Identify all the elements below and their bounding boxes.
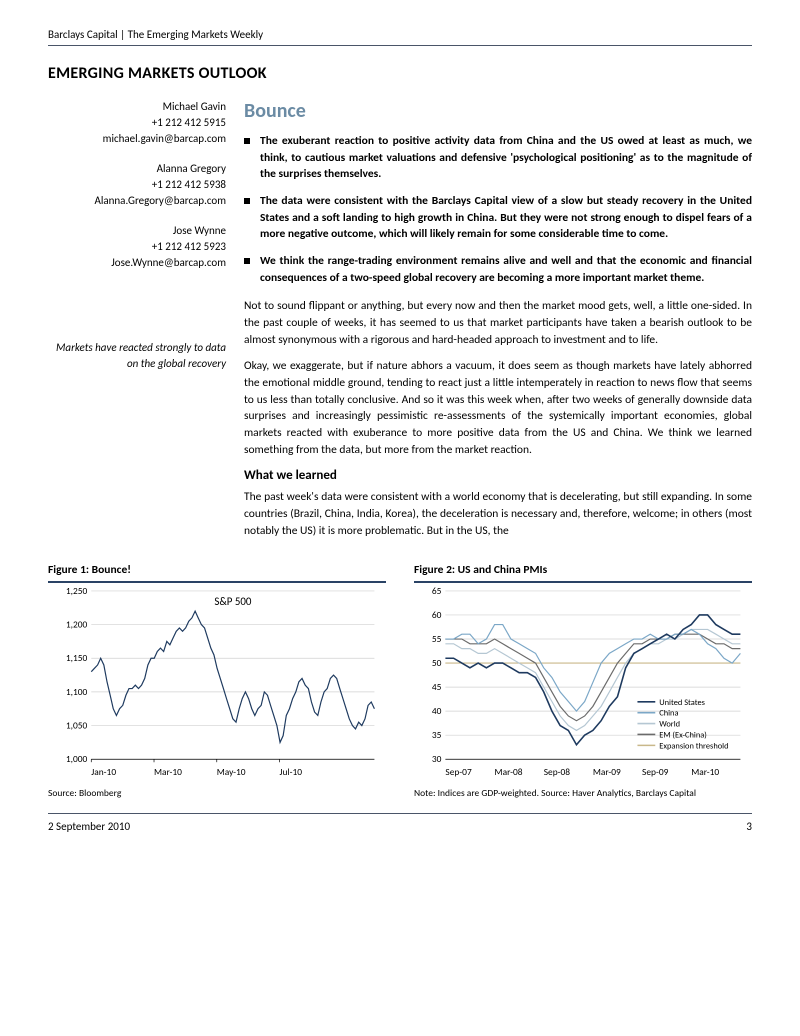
svg-text:40: 40 xyxy=(432,706,442,718)
figure-title: Figure 1: Bounce! xyxy=(48,563,386,577)
svg-text:55: 55 xyxy=(432,633,442,645)
svg-text:Sep-08: Sep-08 xyxy=(544,766,571,778)
sidebar: Michael Gavin+1 212 412 5915michael.gavi… xyxy=(48,99,226,549)
figure-title: Figure 2: US and China PMIs xyxy=(414,563,752,577)
svg-text:World: World xyxy=(659,720,680,730)
svg-text:Jul-10: Jul-10 xyxy=(280,766,303,778)
side-note: Markets have reacted strongly to data on… xyxy=(48,340,226,372)
author: Jose Wynne+1 212 412 5923Jose.Wynne@barc… xyxy=(48,223,226,271)
svg-text:45: 45 xyxy=(432,681,442,693)
svg-text:50: 50 xyxy=(432,657,442,669)
bullet-list: The exuberant reaction to positive activ… xyxy=(244,133,752,286)
svg-text:Mar-10: Mar-10 xyxy=(691,766,719,778)
footer-date: 2 September 2010 xyxy=(48,820,130,833)
figure-2: Figure 2: US and China PMIs 30 35 40 45 50 55… xyxy=(414,563,752,799)
svg-text:1,100: 1,100 xyxy=(66,686,88,698)
svg-text:EM (Ex-China): EM (Ex-China) xyxy=(659,731,707,741)
author: Michael Gavin+1 212 412 5915michael.gavi… xyxy=(48,99,226,147)
svg-text:1,150: 1,150 xyxy=(66,653,88,665)
figure-source: Source: Bloomberg xyxy=(48,787,386,799)
svg-text:35: 35 xyxy=(432,730,442,742)
section-title: EMERGING MARKETS OUTLOOK xyxy=(48,64,752,83)
svg-text:Jan-10: Jan-10 xyxy=(91,766,116,778)
figure-1: Figure 1: Bounce! 1,0001,0501,1001,1501,… xyxy=(48,563,386,799)
svg-text:30: 30 xyxy=(432,754,442,766)
paragraph: Okay, we exaggerate, but if nature abhor… xyxy=(244,358,752,458)
svg-text:Mar-08: Mar-08 xyxy=(495,766,523,778)
paragraph: The past week's data were consistent wit… xyxy=(244,489,752,539)
svg-text:Mar-10: Mar-10 xyxy=(154,766,182,778)
subtitle: Bounce xyxy=(244,99,752,123)
svg-text:United States: United States xyxy=(659,698,705,708)
bullet-item: The data were consistent with the Barcla… xyxy=(244,193,752,243)
svg-text:60: 60 xyxy=(432,609,442,621)
svg-text:S&P 500: S&P 500 xyxy=(214,595,252,608)
main-column: Bounce The exuberant reaction to positiv… xyxy=(244,99,752,549)
svg-text:Mar-09: Mar-09 xyxy=(593,766,621,778)
paragraph: Not to sound flippant or anything, but e… xyxy=(244,298,752,348)
chart-sp500: 1,000 1,050 1,100 1,150 1,200 1,250 Jan-10 Mar-… xyxy=(48,583,386,781)
chart-pmi: 30 35 40 45 50 55 60 65 Sep-07 Mar-08 Sep-08 Mar-09… xyxy=(414,583,752,781)
svg-text:65: 65 xyxy=(432,585,442,597)
author: Alanna Gregory+1 212 412 5938Alanna.Greg… xyxy=(48,161,226,209)
doc-header: Barclays Capital | The Emerging Markets … xyxy=(48,28,752,46)
footer-page: 3 xyxy=(746,820,752,833)
svg-text:1,200: 1,200 xyxy=(66,619,88,631)
subheading: What we learned xyxy=(244,468,752,483)
bullet-item: The exuberant reaction to positive activ… xyxy=(244,133,752,183)
svg-text:Sep-09: Sep-09 xyxy=(642,766,669,778)
svg-text:1,000: 1,000 xyxy=(66,754,88,766)
svg-text:Sep-07: Sep-07 xyxy=(445,766,472,778)
svg-text:May-10: May-10 xyxy=(217,766,246,778)
bullet-item: We think the range-trading environment r… xyxy=(244,253,752,286)
svg-text:China: China xyxy=(659,709,678,719)
svg-text:1,250: 1,250 xyxy=(66,585,88,597)
figure-source: Note: Indices are GDP-weighted. Source: … xyxy=(414,787,752,799)
svg-text:1,050: 1,050 xyxy=(66,720,88,732)
footer: 2 September 2010 3 xyxy=(48,813,752,833)
svg-text:Expansion threshold: Expansion threshold xyxy=(659,742,728,752)
